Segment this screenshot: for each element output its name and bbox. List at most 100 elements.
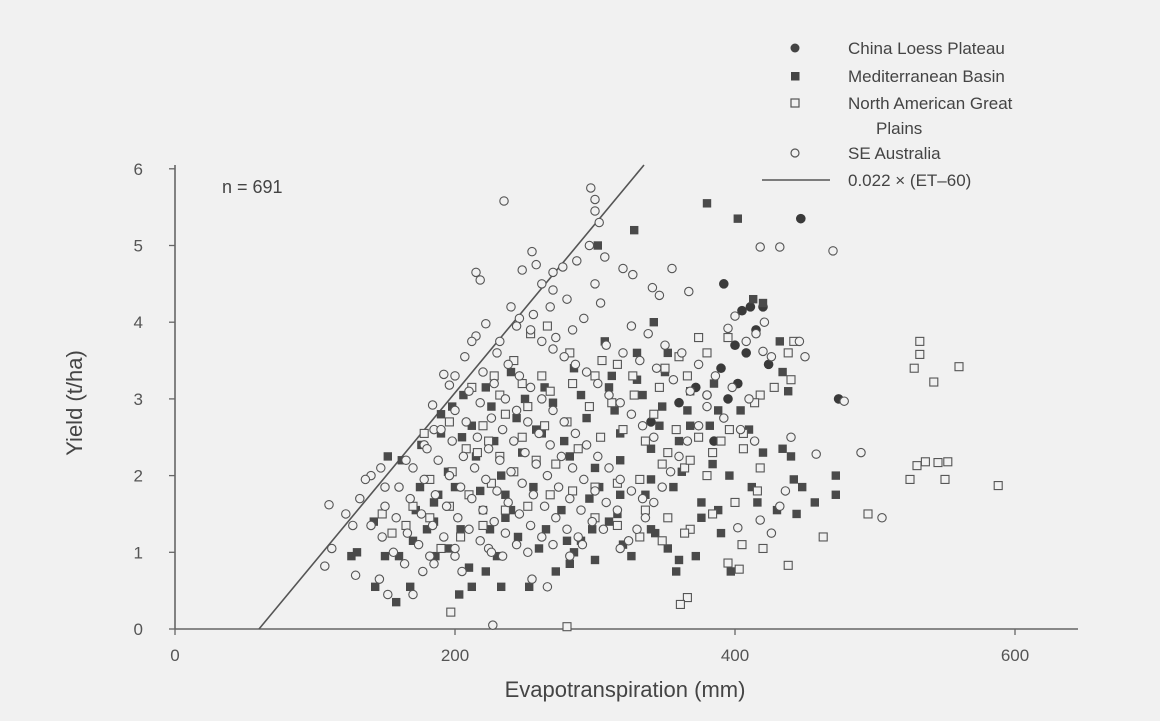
point-se-australia [531, 459, 541, 469]
point-mediterranean-basin [669, 482, 678, 492]
point-mediterranean-basin [492, 551, 502, 561]
point-mediterranean-basin [786, 452, 796, 461]
point-se-australia [545, 440, 555, 450]
point-se-australia [637, 493, 648, 504]
point-se-australia [600, 252, 610, 262]
point-north-american-great-plains [755, 390, 765, 400]
point-se-australia [511, 539, 522, 550]
legend-label-north-american-great: North American Great [848, 94, 1013, 113]
point-se-australia [489, 378, 499, 389]
point-mediterranean-basin [565, 559, 574, 569]
point-mediterranean-basin [548, 398, 558, 407]
point-china-loess-plateau [745, 302, 756, 312]
point-mediterranean-basin [347, 551, 356, 561]
point-mediterranean-basin [506, 367, 516, 377]
point-se-australia [539, 501, 550, 512]
point-se-australia [453, 513, 463, 523]
point-mediterranean-basin [392, 597, 401, 607]
point-mediterranean-basin [464, 563, 474, 572]
point-se-australia [576, 505, 586, 515]
point-mediterranean-basin [501, 490, 510, 499]
point-se-australia [391, 513, 401, 523]
point-north-american-great-plains [682, 593, 692, 603]
y-tick-label: 6 [134, 160, 143, 179]
point-mediterranean-basin [630, 225, 639, 235]
point-se-australia [447, 436, 457, 446]
legend-label-plains: Plains [876, 119, 922, 138]
point-se-australia [702, 401, 712, 412]
point-mediterranean-basin [672, 567, 681, 576]
point-se-australia [565, 493, 575, 504]
legend-label-china-loess-plateau: China Loess Plateau [848, 39, 1005, 58]
point-mediterranean-basin [588, 525, 597, 534]
point-mediterranean-basin [607, 371, 616, 381]
point-mediterranean-basin [632, 348, 642, 358]
point-se-australia [481, 318, 491, 329]
point-se-australia [492, 486, 502, 496]
point-mediterranean-basin [380, 551, 390, 561]
point-mediterranean-basin [422, 525, 432, 534]
point-se-australia [635, 355, 645, 366]
point-china-loess-plateau [737, 305, 747, 316]
point-north-american-great-plains [694, 432, 704, 442]
point-se-australia [755, 515, 765, 525]
point-mediterranean-basin [525, 582, 534, 592]
point-mediterranean-basin [371, 582, 380, 592]
point-mediterranean-basin [655, 421, 664, 430]
point-north-american-great-plains [377, 509, 387, 519]
point-se-australia [567, 325, 578, 335]
point-se-australia [402, 528, 413, 538]
point-se-australia [758, 346, 768, 357]
point-north-american-great-plains [444, 417, 454, 427]
point-north-american-great-plains [769, 382, 779, 392]
point-mediterranean-basin [753, 498, 762, 507]
point-se-australia [626, 321, 637, 331]
point-mediterranean-basin [534, 544, 544, 553]
point-mediterranean-basin [758, 298, 768, 308]
point-north-american-great-plains [915, 349, 925, 359]
point-se-australia [527, 574, 537, 584]
point-se-australia [506, 302, 516, 312]
point-mediterranean-basin [733, 214, 742, 223]
point-north-american-great-plains [940, 474, 950, 484]
point-north-american-great-plains [478, 520, 488, 531]
x-tick-label: 0 [170, 646, 179, 665]
point-se-australia [439, 532, 449, 542]
point-mediterranean-basin [616, 490, 625, 499]
y-tick-label: 5 [134, 237, 143, 256]
point-north-american-great-plains [702, 348, 712, 358]
point-se-australia [394, 482, 404, 492]
point-north-american-great-plains [635, 474, 645, 484]
point-mediterranean-basin [540, 383, 549, 392]
point-north-american-great-plains [461, 444, 471, 454]
point-se-australia [548, 539, 558, 550]
point-north-american-great-plains [568, 486, 578, 496]
series-china-loess-plateau [646, 213, 844, 446]
point-north-american-great-plains [472, 448, 482, 458]
point-se-australia [628, 269, 638, 280]
point-north-american-great-plains [716, 436, 726, 446]
point-north-american-great-plains [478, 421, 488, 431]
point-se-australia [506, 467, 516, 477]
point-mediterranean-basin [560, 436, 569, 446]
point-mediterranean-basin [674, 436, 684, 446]
point-se-australia [433, 455, 443, 466]
point-se-australia [497, 551, 508, 561]
point-mediterranean-basin [455, 590, 464, 599]
point-mediterranean-basin [616, 456, 625, 465]
point-north-american-great-plains [905, 474, 915, 484]
point-north-american-great-plains [724, 425, 734, 435]
point-se-australia [355, 493, 365, 504]
point-se-australia [749, 436, 760, 446]
point-se-australia [475, 397, 485, 408]
point-mediterranean-basin [481, 567, 490, 576]
point-north-american-great-plains [573, 444, 583, 454]
point-se-australia [660, 340, 670, 350]
point-north-american-great-plains [425, 513, 435, 523]
point-mediterranean-basin [497, 471, 506, 480]
point-se-australia [590, 279, 600, 289]
point-north-american-great-plains [909, 363, 919, 373]
point-mediterranean-basin [714, 505, 723, 515]
point-se-australia [828, 246, 838, 256]
point-se-australia [710, 371, 721, 381]
